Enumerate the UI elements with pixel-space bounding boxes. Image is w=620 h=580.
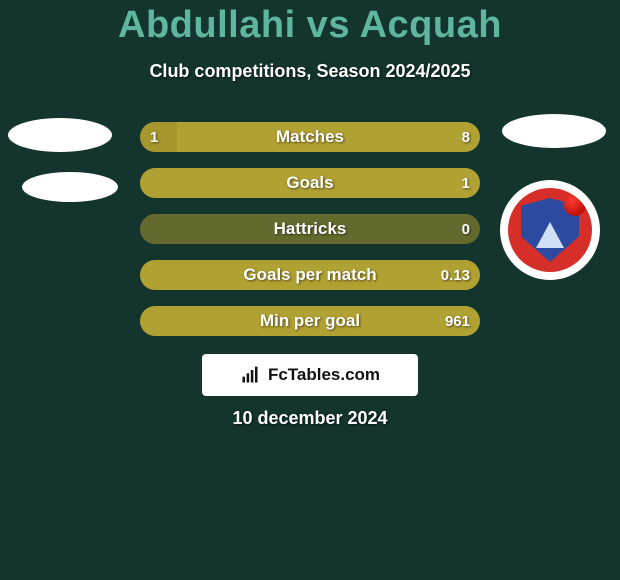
bar-track [140, 214, 480, 244]
stat-row: Hattricks0 [140, 214, 480, 244]
comparison-card: Abdullahi vs Acquah Club competitions, S… [0, 0, 620, 580]
bar-right-fill [140, 306, 480, 336]
bar-value-right: 0 [462, 214, 470, 244]
bar-left-fill [140, 122, 177, 152]
brand-badge: FcTables.com [202, 354, 418, 396]
stat-bars: Matches18Goals1Hattricks0Goals per match… [140, 122, 480, 352]
bar-chart-icon [240, 365, 260, 385]
bar-track [140, 306, 480, 336]
stat-row: Matches18 [140, 122, 480, 152]
bar-value-right: 0.13 [441, 260, 470, 290]
bar-track [140, 122, 480, 152]
bar-value-right: 1 [462, 168, 470, 198]
left-club-badge-2 [22, 172, 118, 202]
left-club-badge-1 [8, 118, 112, 152]
club-logo-ring [508, 188, 592, 272]
bar-track [140, 168, 480, 198]
stat-row: Min per goal961 [140, 306, 480, 336]
bar-value-right: 8 [462, 122, 470, 152]
date-text: 10 december 2024 [0, 408, 620, 429]
bar-right-fill [140, 260, 480, 290]
stat-row: Goals per match0.13 [140, 260, 480, 290]
stat-row: Goals1 [140, 168, 480, 198]
brand-text: FcTables.com [268, 365, 380, 385]
page-title: Abdullahi vs Acquah [0, 4, 620, 47]
bar-value-left: 1 [150, 122, 158, 152]
bar-right-fill [140, 168, 480, 198]
club-ball-icon [564, 194, 586, 216]
bar-track [140, 260, 480, 290]
right-club-logo [500, 180, 600, 280]
subtitle: Club competitions, Season 2024/2025 [0, 61, 620, 82]
club-triangle-icon [536, 222, 564, 248]
bar-right-fill [177, 122, 480, 152]
bar-value-right: 961 [445, 306, 470, 336]
right-club-badge-placeholder [502, 114, 606, 148]
